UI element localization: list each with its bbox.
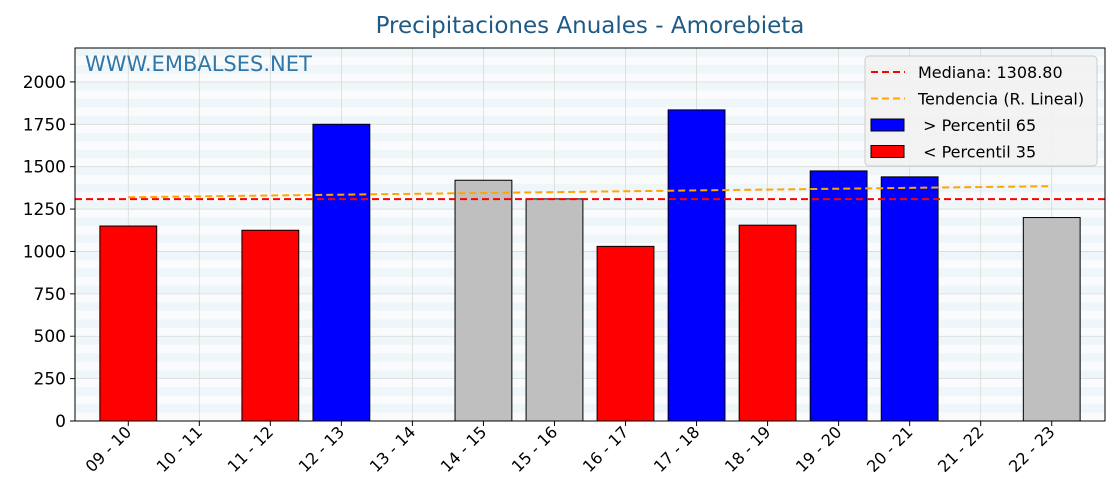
y-tick-label: 0 (55, 412, 66, 432)
legend: Mediana: 1308.80 Tendencia (R. Lineal) > … (864, 55, 1098, 167)
bar-11-12 (241, 229, 300, 422)
background-band (75, 90, 1105, 99)
x-tick-label: 12 - 13 (295, 422, 349, 476)
bar-17-18 (667, 109, 726, 422)
background-band (75, 64, 1105, 74)
background-band (75, 327, 1105, 337)
background-band (75, 192, 1105, 201)
x-tick-label: 14 - 15 (437, 422, 491, 476)
background-band (75, 209, 1105, 218)
y-tick-label: 1500 (23, 158, 66, 178)
background-band (75, 336, 1105, 345)
background-band (75, 149, 1105, 159)
bar-15-16 (525, 198, 584, 422)
bar-16-17 (596, 245, 655, 422)
plot-area: WWW.EMBALSES.NET 0 250 500 750 1000 1250 1500 17… (23, 47, 1106, 476)
x-tick-label: 21 - 22 (934, 422, 988, 476)
background-band (75, 115, 1105, 125)
background-band (75, 124, 1105, 133)
x-tick-label: 17 - 18 (650, 422, 704, 476)
legend-box (864, 55, 1098, 167)
background-band (75, 73, 1105, 82)
background-band (75, 141, 1105, 150)
legend-label: Tendencia (R. Lineal) (917, 90, 1084, 109)
x-tick-label: 10 - 11 (153, 422, 207, 476)
background-band (75, 412, 1105, 421)
bar-22-23 (1022, 217, 1081, 422)
background-band (75, 175, 1105, 184)
background-band (75, 353, 1105, 362)
plot-frame (74, 47, 1106, 422)
x-tick-label: 18 - 19 (721, 422, 775, 476)
x-tick-label: 19 - 20 (792, 422, 846, 476)
legend-swatch (870, 118, 905, 132)
background-band (75, 276, 1105, 286)
x-tick-label: 09 - 10 (82, 422, 136, 476)
watermark-text: WWW.EMBALSES.NET (85, 52, 312, 76)
bar-19-20 (809, 170, 868, 422)
background-band (75, 107, 1105, 116)
background-band (75, 344, 1105, 354)
background-band (75, 166, 1105, 176)
background-band (75, 259, 1105, 269)
background-band (75, 81, 1105, 91)
background-band (75, 226, 1105, 235)
y-tick-label: 500 (34, 327, 66, 347)
bar-14-15 (454, 179, 513, 422)
bar-12-13 (312, 123, 371, 422)
background-band (75, 387, 1105, 396)
background-band (75, 370, 1105, 379)
legend-label: < Percentil 35 (918, 143, 1036, 162)
y-tick-label: 2000 (23, 73, 66, 93)
background-band (75, 293, 1105, 303)
legend-label: > Percentil 65 (918, 116, 1036, 135)
y-tick-label: 1250 (23, 200, 66, 220)
x-tick-label: 16 - 17 (579, 422, 633, 476)
legend-label: Mediana: 1308.80 (918, 63, 1063, 82)
x-tick-label: 22 - 23 (1005, 422, 1059, 476)
x-tick-label: 11 - 12 (224, 422, 278, 476)
y-tick-label: 1750 (23, 115, 66, 135)
background-band (75, 302, 1105, 311)
y-tick-label: 250 (34, 370, 66, 390)
background-band (75, 285, 1105, 294)
y-tick-label: 750 (34, 285, 66, 305)
chart-title: Precipitaciones Anuales - Amorebieta (376, 13, 805, 39)
background-band (75, 251, 1105, 260)
background-band (75, 268, 1105, 277)
x-tick-label: 20 - 21 (863, 422, 917, 476)
y-tick-label: 1000 (23, 242, 66, 262)
background-band (75, 200, 1105, 210)
bar-18-19 (738, 224, 797, 422)
background-band (75, 158, 1105, 167)
background-band (75, 234, 1105, 243)
legend-swatch (870, 145, 905, 158)
x-tick-label: 13 - 14 (366, 422, 420, 476)
bar-20-21 (880, 176, 939, 422)
background-band (75, 48, 1105, 57)
background-band (75, 395, 1105, 405)
background-band (75, 217, 1105, 227)
x-tick-label: 15 - 16 (508, 422, 562, 476)
background-band (75, 319, 1105, 328)
background-band (75, 242, 1105, 252)
background-band (75, 98, 1105, 108)
background-band (75, 56, 1105, 65)
bar-09-10 (99, 225, 158, 422)
background-band (75, 310, 1105, 320)
background-band (75, 404, 1105, 413)
background-band (75, 183, 1105, 193)
background-band (75, 378, 1105, 388)
background-band (75, 132, 1105, 142)
background-band (75, 361, 1105, 371)
